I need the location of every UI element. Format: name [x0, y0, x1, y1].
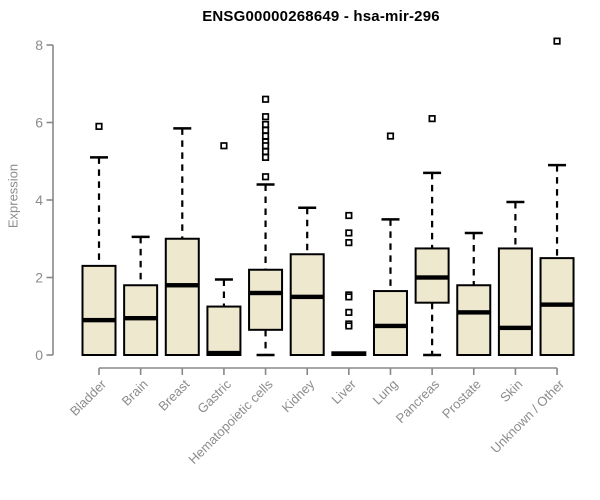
- median-line: [124, 315, 158, 321]
- box: [248, 268, 284, 331]
- box: [497, 247, 533, 356]
- outlier-point: [261, 132, 270, 140]
- x-tick-label: Unknown / Other: [488, 376, 568, 456]
- outlier-point: [261, 153, 270, 161]
- y-tick-label: 8: [35, 37, 43, 53]
- outlier-point: [553, 37, 561, 45]
- x-tick-label: Prostate: [439, 377, 484, 422]
- x-tick-label: Kidney: [279, 376, 318, 415]
- median-line: [249, 290, 283, 296]
- median-line: [498, 325, 532, 331]
- y-tick-label: 6: [35, 115, 43, 131]
- outlier-point: [428, 115, 436, 123]
- median-line: [165, 283, 199, 288]
- box: [81, 264, 117, 356]
- outlier-point: [261, 126, 270, 134]
- outlier-point: [261, 142, 270, 150]
- outlier-point: [261, 113, 270, 121]
- x-tick-label: Breast: [155, 376, 192, 413]
- median-line: [207, 350, 241, 356]
- outlier-point: [261, 95, 270, 103]
- median-line: [457, 310, 491, 315]
- x-tick-label: Skin: [497, 377, 525, 405]
- outlier-point: [345, 239, 353, 247]
- outlier-point: [261, 173, 270, 181]
- box: [206, 305, 242, 356]
- box: [372, 290, 408, 356]
- outlier-point: [345, 308, 353, 316]
- outlier-point: [345, 293, 353, 301]
- y-tick-label: 0: [35, 347, 43, 363]
- box: [164, 237, 200, 356]
- chart-title: ENSG00000268649 - hsa-mir-296: [202, 8, 440, 25]
- outlier-point: [345, 211, 353, 220]
- x-tick-label: Bladder: [67, 376, 110, 419]
- outlier-point: [95, 122, 103, 130]
- x-tick-label: Brain: [119, 377, 151, 409]
- x-tick-label: Pancreas: [393, 376, 443, 426]
- x-tick-label: Lung: [370, 377, 401, 408]
- outlier-point: [220, 142, 228, 150]
- median-line: [290, 294, 324, 300]
- y-tick-label: 4: [35, 192, 43, 208]
- median-line: [415, 275, 449, 280]
- outlier-point: [386, 132, 395, 140]
- median-line: [332, 351, 366, 357]
- x-tick-label: Gastric: [194, 376, 234, 416]
- median-line: [540, 302, 574, 307]
- outlier-point: [261, 147, 270, 156]
- outlier-point: [345, 229, 353, 237]
- box: [456, 284, 492, 356]
- outlier-point: [261, 120, 270, 129]
- median-line: [82, 317, 116, 323]
- box: [289, 253, 325, 356]
- outlier-point: [345, 322, 353, 330]
- x-tick-label: Liver: [328, 376, 359, 407]
- y-tick-label: 2: [35, 270, 43, 286]
- median-line: [373, 323, 407, 329]
